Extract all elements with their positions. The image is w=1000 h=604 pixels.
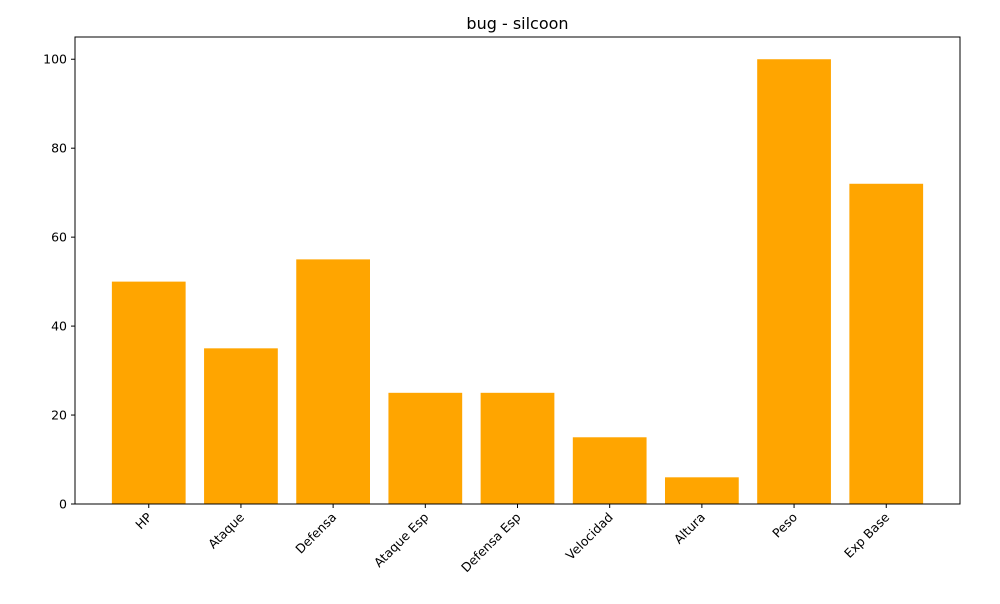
x-tick-label: HP: [132, 509, 155, 532]
chart-title: bug - silcoon: [466, 14, 568, 33]
bar-altura: [665, 477, 739, 504]
x-tick-label: Peso: [769, 510, 800, 541]
y-tick-label: 80: [51, 141, 67, 156]
bar-hp: [111, 281, 186, 504]
bar-peso: [757, 59, 831, 504]
x-tick-label: Exp Base: [841, 509, 893, 561]
bar-velocidad: [572, 437, 647, 504]
x-tick-label: Velocidad: [563, 510, 616, 563]
bar-ataque: [204, 348, 278, 504]
x-tick-label: Defensa: [292, 510, 339, 557]
y-tick-label: 60: [51, 230, 67, 245]
y-tick-label: 100: [43, 52, 67, 67]
bar-defensa: [296, 259, 370, 504]
x-tick-label: Ataque: [205, 509, 247, 551]
x-tick-label: Ataque Esp: [371, 509, 432, 570]
bars-layer: [111, 59, 924, 504]
x-tick-label: Altura: [671, 510, 708, 547]
bar-defensa-esp: [480, 392, 555, 504]
y-tick-label: 40: [51, 319, 67, 334]
y-tick-label: 0: [59, 497, 67, 512]
x-tick-label: Defensa Esp: [458, 509, 524, 575]
y-tick-label: 20: [51, 408, 67, 423]
bar-exp-base: [849, 183, 924, 504]
bar-ataque-esp: [388, 392, 463, 504]
